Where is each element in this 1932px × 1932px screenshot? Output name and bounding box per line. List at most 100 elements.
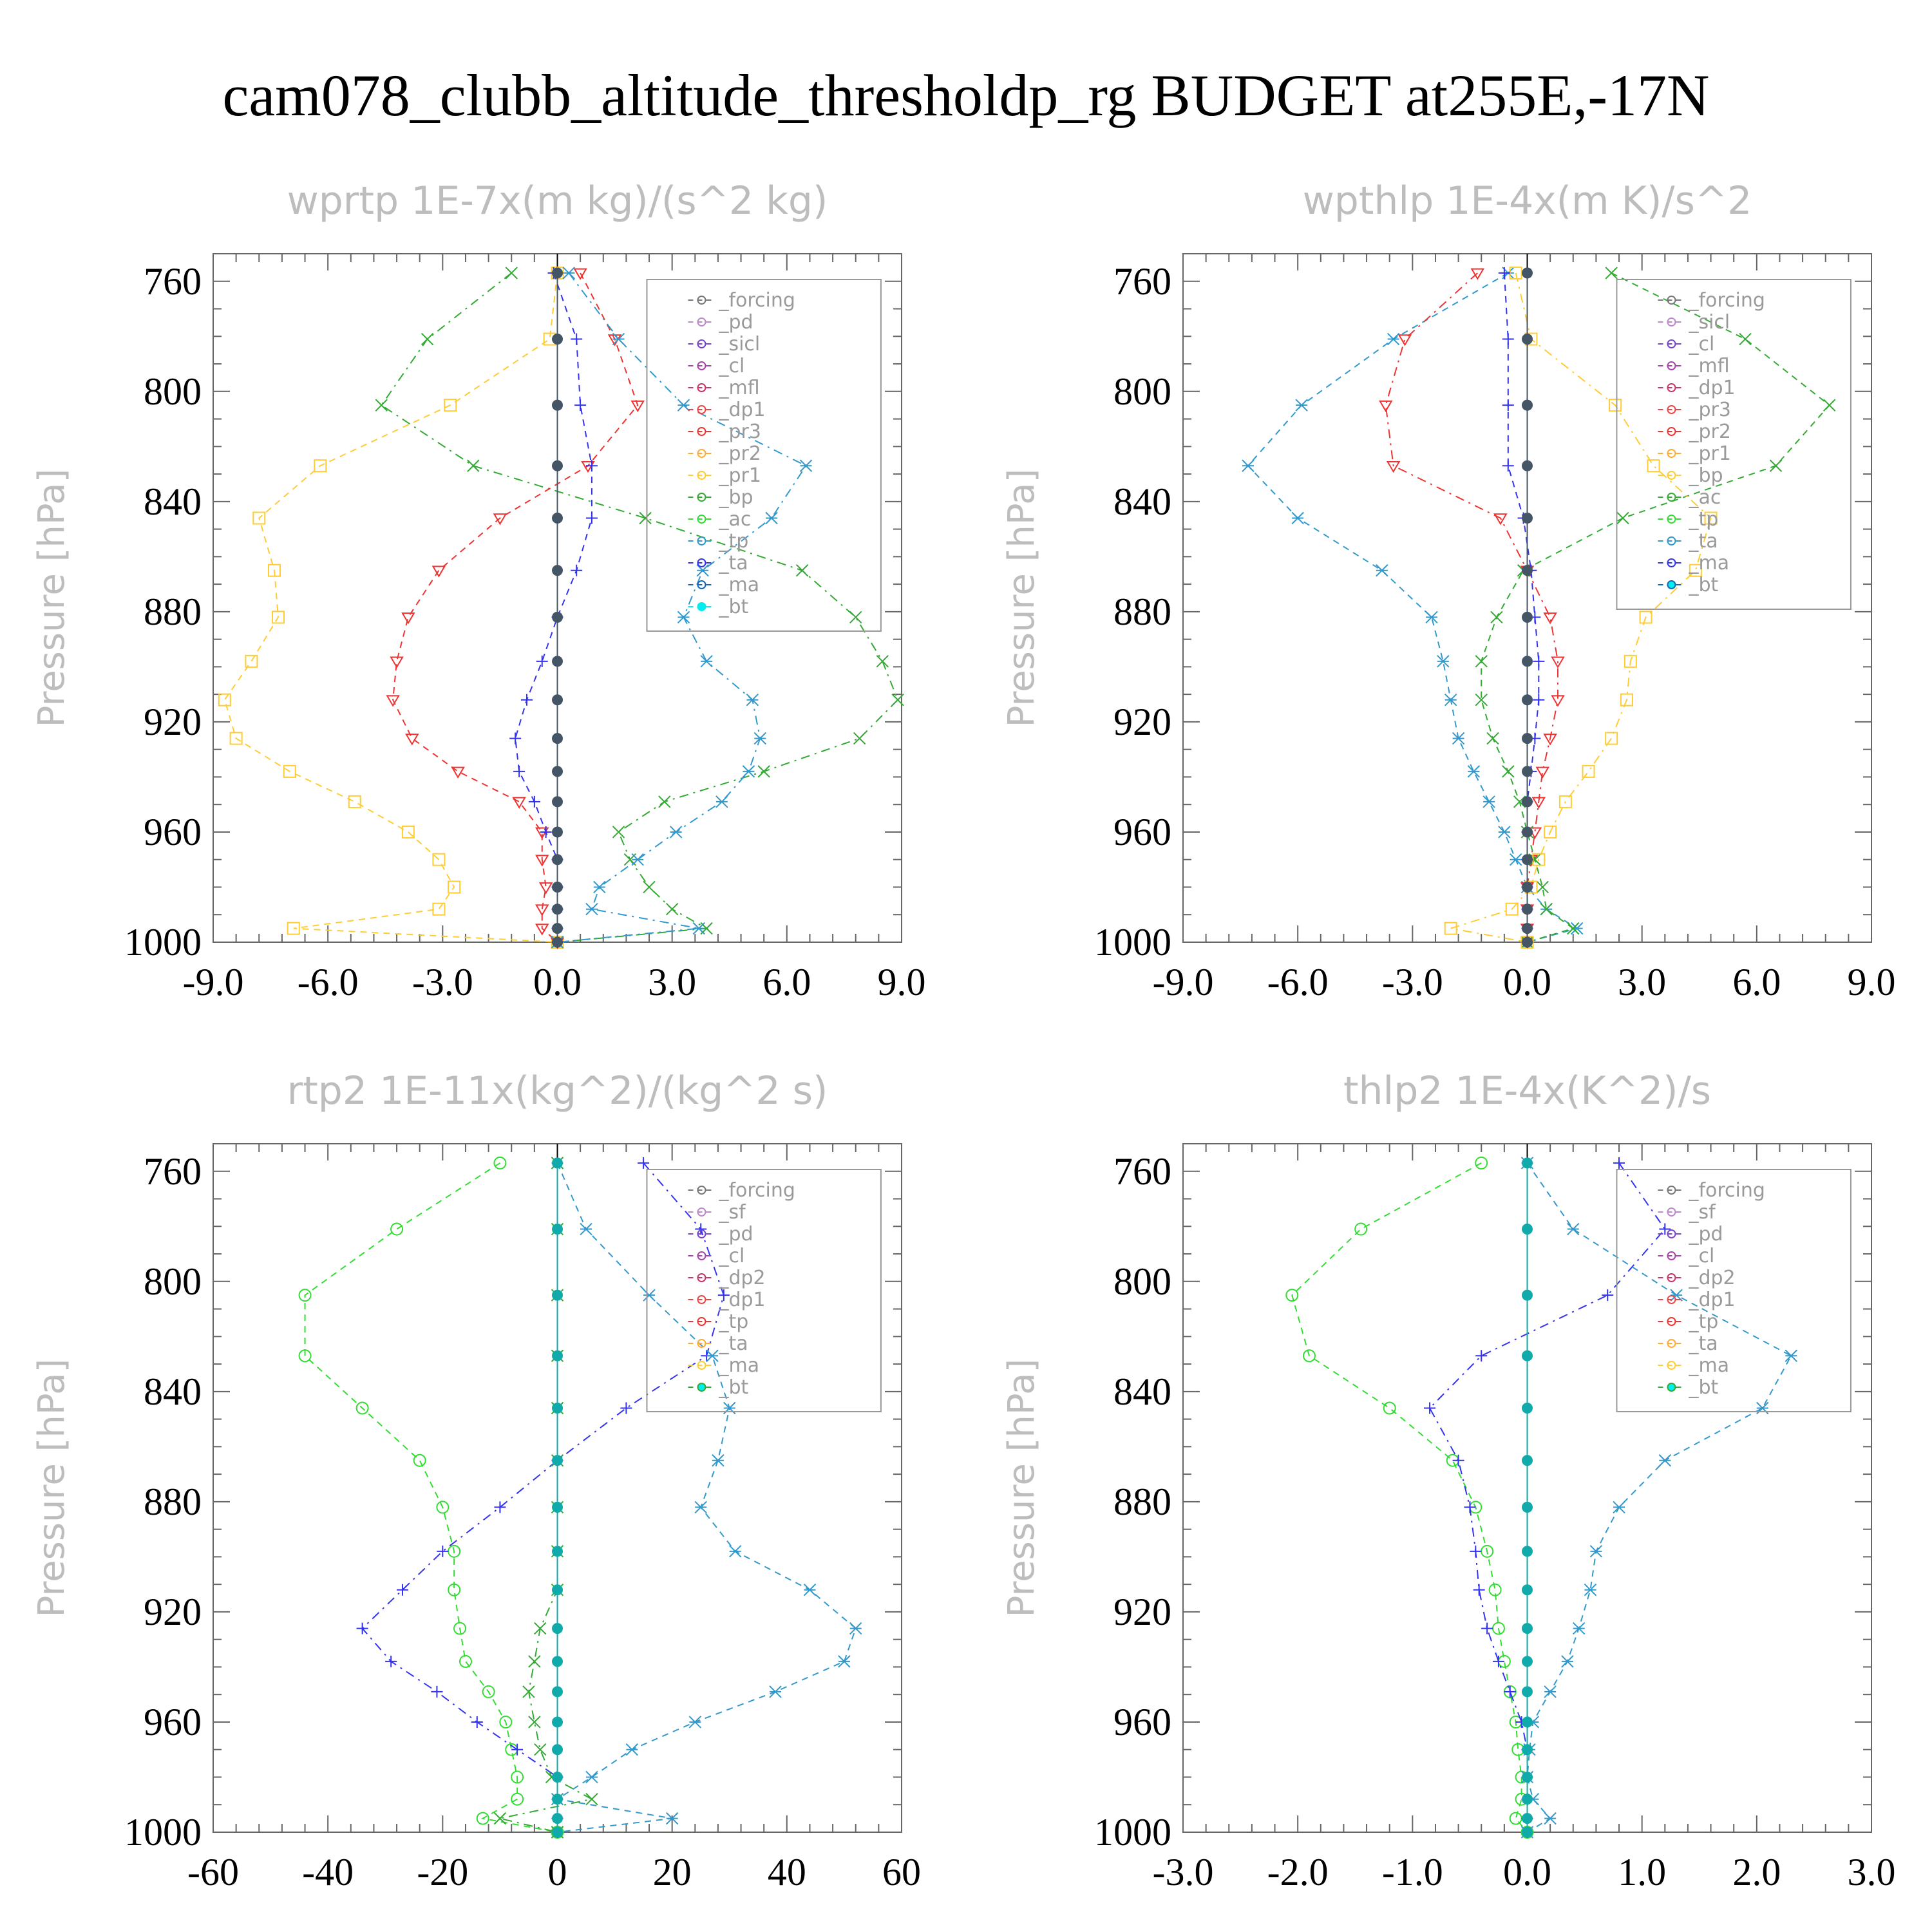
data-point	[1475, 1156, 1488, 1170]
x-tick-label: 9.0	[1848, 961, 1896, 1003]
data-point	[638, 1157, 650, 1169]
data-point	[520, 694, 533, 706]
legend-entry: _ma	[1688, 552, 1729, 574]
legend-marker	[697, 296, 706, 305]
data-point	[437, 1545, 449, 1557]
legend-marker	[697, 558, 706, 567]
data-point	[585, 1792, 598, 1806]
data-point	[1522, 512, 1533, 524]
data-point	[1536, 880, 1549, 894]
y-tick-label: 1000	[124, 1811, 202, 1853]
legend-marker	[697, 383, 706, 392]
panel-title: wpthlp 1E-4x(m K)/s^2	[1303, 178, 1752, 223]
data-point	[436, 1501, 450, 1514]
y-tick-label: 960	[1113, 1701, 1171, 1743]
data-point	[1437, 655, 1450, 668]
data-point	[593, 880, 606, 894]
data-point	[1522, 1157, 1533, 1169]
series-line	[1481, 272, 1831, 943]
legend-entry: _pr3	[718, 421, 761, 443]
legend-entry: _ta	[718, 1332, 748, 1355]
data-point	[665, 902, 679, 916]
x-tick-label: -3.0	[1153, 1851, 1214, 1893]
data-point	[552, 1656, 563, 1667]
legend-marker	[1667, 1295, 1676, 1304]
y-tick-label: 840	[144, 480, 202, 523]
data-point	[1285, 1289, 1299, 1302]
data-point	[540, 826, 552, 838]
data-point	[536, 655, 548, 667]
data-point	[1551, 695, 1565, 707]
legend-marker	[1667, 1208, 1676, 1217]
legend-marker	[697, 405, 706, 414]
data-point	[552, 1455, 563, 1466]
legend-entry: _pr1	[1688, 442, 1730, 465]
data-point	[1522, 1350, 1533, 1361]
legend-entry: _ac	[1688, 486, 1721, 509]
data-point	[717, 1289, 730, 1302]
data-point	[1522, 1656, 1533, 1667]
y-tick-label: 880	[1113, 1481, 1171, 1523]
series-ta	[509, 267, 598, 948]
data-point	[677, 399, 690, 412]
data-point	[688, 1716, 702, 1728]
panel-2: wpthlp 1E-4x(m K)/s^2 Pressure [hPa] -9.0 -…	[1001, 178, 1896, 1003]
data-point	[1540, 902, 1553, 916]
data-point	[494, 1501, 506, 1513]
data-point	[1502, 333, 1514, 345]
data-point	[421, 332, 434, 346]
data-point	[1452, 1454, 1464, 1466]
data-point	[401, 612, 415, 625]
y-axis-label: Pressure [hPa]	[1001, 1359, 1043, 1618]
data-point	[431, 565, 446, 578]
data-point	[1502, 399, 1514, 412]
data-point	[1522, 1402, 1533, 1414]
data-point	[643, 1289, 656, 1302]
data-point	[535, 923, 549, 936]
data-point	[499, 1715, 513, 1728]
x-tick-label: -3.0	[412, 961, 473, 1003]
data-point	[268, 564, 281, 577]
data-point	[552, 1744, 563, 1756]
legend-marker	[697, 1208, 706, 1217]
data-point	[1785, 1349, 1797, 1362]
legend-marker	[697, 449, 706, 458]
data-point	[1522, 1686, 1533, 1698]
data-point	[692, 922, 705, 935]
data-point	[1522, 656, 1533, 667]
data-point	[413, 1454, 426, 1467]
data-point	[1522, 565, 1533, 576]
data-point	[849, 1622, 862, 1635]
legend-entry: _dp1	[1688, 377, 1735, 399]
data-point	[891, 694, 904, 706]
data-point	[552, 399, 563, 411]
data-point	[444, 399, 457, 412]
data-point	[1620, 693, 1633, 706]
data-point	[1543, 612, 1557, 625]
series-line	[1428, 1162, 1666, 1832]
data-point	[1689, 564, 1702, 577]
data-point	[298, 1349, 312, 1363]
data-point	[1383, 1401, 1396, 1415]
legend-marker	[1667, 558, 1676, 567]
data-point	[1475, 694, 1488, 706]
data-point	[742, 765, 755, 778]
data-point	[1558, 795, 1572, 808]
data-point	[511, 1743, 524, 1756]
series-line	[361, 1162, 724, 1832]
data-point	[1291, 511, 1304, 525]
data-point	[552, 904, 563, 915]
data-point	[552, 1826, 563, 1838]
y-tick-label: 1000	[124, 921, 202, 963]
legend-marker	[697, 1383, 706, 1392]
data-point	[245, 654, 258, 668]
data-point	[695, 1223, 707, 1235]
data-point	[1522, 1455, 1533, 1466]
legend-marker	[697, 1339, 706, 1348]
legend-frame	[646, 1169, 882, 1412]
legend-marker	[1667, 383, 1676, 392]
legend-entry: _pd	[718, 1223, 753, 1245]
data-point	[799, 459, 813, 472]
data-point	[665, 1812, 679, 1825]
